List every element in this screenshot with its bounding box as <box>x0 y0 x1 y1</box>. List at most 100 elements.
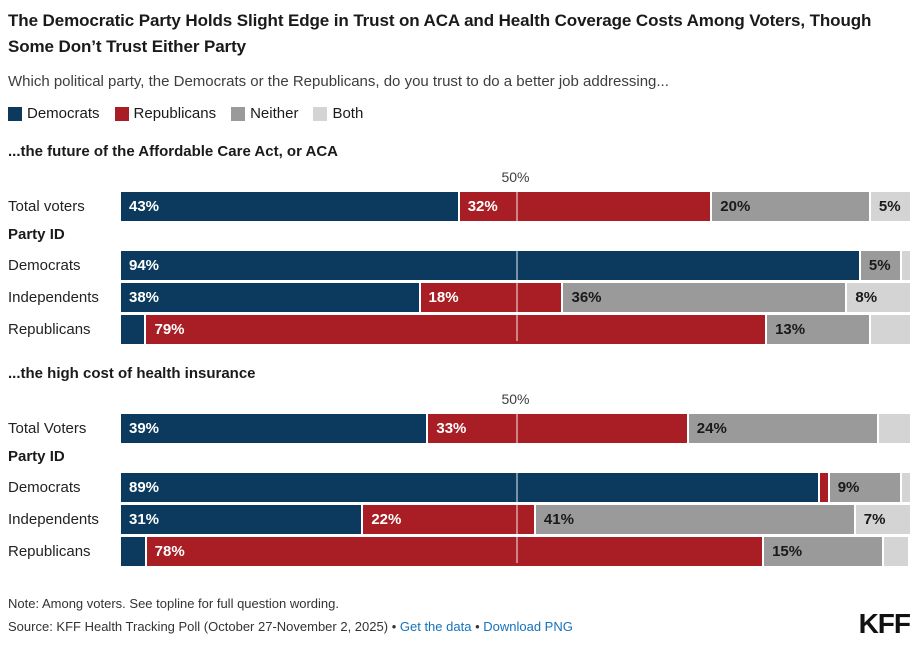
separator-dot: • <box>475 619 480 634</box>
bar-segment-neither: 9% <box>829 473 901 502</box>
row-label: Republicans <box>8 321 91 338</box>
separator-dot: • <box>391 619 397 634</box>
chart-row: Republicans 79% 13% <box>8 315 910 344</box>
bar-segment-both <box>884 537 909 566</box>
bar-segment-neither: 41% <box>535 505 854 534</box>
bar-value-label: 13% <box>775 321 806 338</box>
chart-section-insurance-cost: ...the high cost of health insurance 50%… <box>8 365 911 566</box>
bar-value-label: 41% <box>543 511 574 528</box>
row-label: Republicans <box>8 543 91 560</box>
bar-value-label: 7% <box>863 511 886 528</box>
stacked-bar: 89% 9% <box>121 473 910 502</box>
bar-value-label: 5% <box>868 257 891 274</box>
legend-item-both: Both <box>313 105 363 122</box>
row-label: Independents <box>8 289 99 306</box>
stacked-bar: 31% 22% 41% 7% <box>121 505 911 534</box>
bar-value-label: 39% <box>129 420 160 437</box>
bar-segment-republicans <box>819 473 828 502</box>
bar-value-label: 9% <box>837 479 860 496</box>
bar-segment-democrats: 31% <box>121 505 362 534</box>
legend-label: Republicans <box>133 105 217 122</box>
bar-segment-republicans: 18% <box>420 283 562 312</box>
chart-title: The Democratic Party Holds Slight Edge i… <box>8 11 872 56</box>
bar-value-label: 38% <box>129 289 160 306</box>
stacked-bar: 94% 5% <box>121 251 910 280</box>
chart-section-aca: ...the future of the Affordable Care Act… <box>8 143 911 344</box>
bar-value-label: 78% <box>154 543 185 560</box>
bar-value-label: 22% <box>371 511 402 528</box>
bar-segment-republicans: 79% <box>146 315 766 344</box>
chart-subtitle: Which political party, the Democrats or … <box>8 73 669 90</box>
kff-logo: KFF <box>858 608 911 639</box>
stacked-bar: 39% 33% 24% <box>121 414 910 443</box>
legend-label: Democrats <box>27 105 100 122</box>
chart-row: Independents 31% 22% 41% 7% <box>8 505 911 534</box>
source-line: Source: KFF Health Tracking Poll (Octobe… <box>8 619 910 634</box>
bar-segment-democrats: 38% <box>121 283 419 312</box>
legend-item-neither: Neither <box>231 105 298 122</box>
bar-value-label: 36% <box>571 289 602 306</box>
bar-segment-democrats <box>121 315 145 344</box>
bar-segment-both: 5% <box>870 192 911 221</box>
section-title-insurance-cost: ...the high cost of health insurance <box>8 365 256 382</box>
bar-value-label: 33% <box>436 420 467 437</box>
bar-value-label: 15% <box>772 543 803 560</box>
legend-item-republicans: Republicans <box>114 105 217 122</box>
stacked-bar: 79% 13% <box>121 315 910 344</box>
bar-value-label: 89% <box>129 479 160 496</box>
bar-value-label: 18% <box>428 289 459 306</box>
row-label: Total Voters <box>8 420 87 437</box>
bar-value-label: 24% <box>696 420 727 437</box>
stacked-bar-chart-aca: Total voters 43% 32% 20% 5% Party ID Democrats… <box>8 192 911 344</box>
legend-label: Neither <box>250 105 299 122</box>
footnote: Note: Among voters. See topline for full… <box>8 596 339 611</box>
democrats-swatch-icon <box>8 106 22 121</box>
party-id-heading: Party ID <box>8 448 65 465</box>
chart-row: Republicans 78% 15% <box>8 537 910 566</box>
bar-segment-republicans: 78% <box>146 537 763 566</box>
axis-label-50pct: 50% <box>501 391 530 407</box>
chart-row: Total voters 43% 32% 20% 5% <box>8 192 911 221</box>
chart-row: Total Voters 39% 33% 24% <box>8 414 910 443</box>
bar-segment-both: 8% <box>847 283 910 312</box>
republicans-swatch-icon <box>114 106 129 121</box>
legend-label: Both <box>332 105 364 122</box>
section-title-aca: ...the future of the Affordable Care Act… <box>8 143 339 160</box>
party-id-heading: Party ID <box>8 226 65 243</box>
row-label: Independents <box>8 511 99 528</box>
stacked-bar: 43% 32% 20% 5% <box>121 192 911 221</box>
bar-segment-republicans: 33% <box>428 414 687 443</box>
bar-segment-democrats: 89% <box>121 473 818 502</box>
bar-value-label: 20% <box>720 198 751 215</box>
bar-value-label: 94% <box>129 257 160 274</box>
row-label: Total voters <box>8 198 85 215</box>
bar-segment-both <box>902 251 910 280</box>
bar-segment-neither: 5% <box>860 251 901 280</box>
bar-segment-democrats: 43% <box>121 192 458 221</box>
bar-segment-democrats: 94% <box>121 251 859 280</box>
legend: Democrats Republicans Neither Both <box>8 105 910 122</box>
source-text: Source: KFF Health Tracking Poll (Octobe… <box>8 619 389 634</box>
both-swatch-icon <box>313 106 328 121</box>
chart-row: Independents 38% 18% 36% 8% <box>8 283 910 312</box>
bar-value-label: 32% <box>467 198 498 215</box>
axis-label-50pct: 50% <box>501 169 530 185</box>
row-label: Democrats <box>8 257 81 274</box>
bar-value-label: 43% <box>129 198 160 215</box>
stacked-bar: 78% 15% <box>121 537 910 566</box>
bar-segment-democrats <box>121 537 145 566</box>
get-the-data-link[interactable]: Get the data <box>399 619 472 634</box>
bar-value-label: 8% <box>855 289 878 306</box>
bar-segment-both <box>902 473 910 502</box>
download-png-link[interactable]: Download PNG <box>483 619 573 634</box>
chart-row: Democrats 89% 9% <box>8 473 910 502</box>
stacked-bar-chart-insurance-cost: Total Voters 39% 33% 24% Party ID Democrats 89… <box>8 414 911 566</box>
bar-segment-both <box>878 414 910 443</box>
bar-value-label: 79% <box>154 321 185 338</box>
bar-segment-neither: 15% <box>764 537 883 566</box>
bar-segment-republicans: 32% <box>459 192 711 221</box>
bar-segment-neither: 20% <box>712 192 869 221</box>
bar-segment-democrats: 39% <box>121 414 427 443</box>
bar-value-label: 5% <box>878 198 901 215</box>
